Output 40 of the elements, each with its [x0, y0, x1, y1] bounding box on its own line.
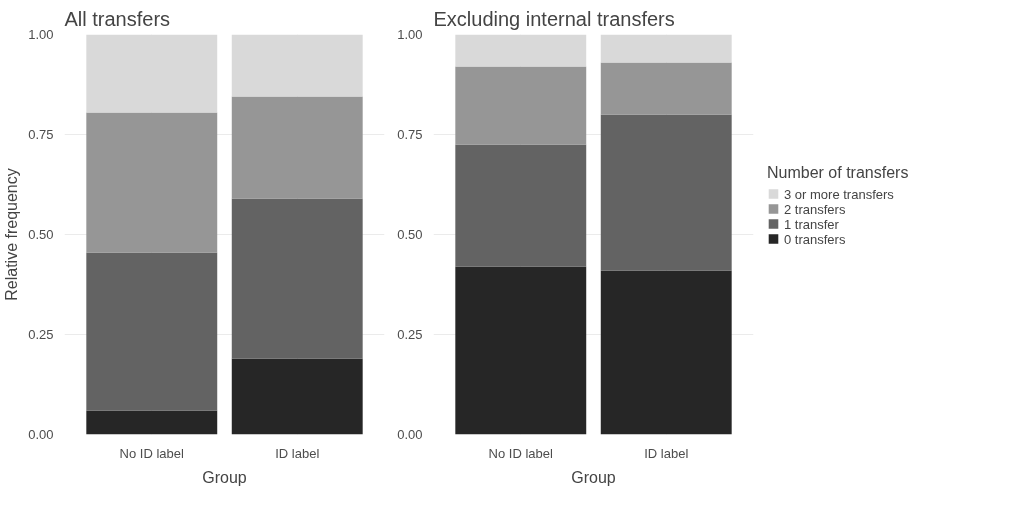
y-tick-label: 0.25 — [397, 327, 423, 342]
legend-label: 0 transfers — [784, 231, 846, 247]
x-tick-label: No ID label — [488, 445, 554, 461]
y-tick-label: 0.50 — [397, 227, 423, 242]
y-tick-label: 0.25 — [28, 327, 54, 342]
bar — [231, 34, 363, 97]
bar — [600, 114, 732, 271]
x-axis-title: Group — [571, 468, 616, 486]
x-tick-label: No ID label — [119, 445, 185, 461]
bar — [455, 34, 587, 67]
y-axis-title: Relative frequency — [3, 168, 21, 301]
bar — [86, 112, 218, 253]
x-tick-label: ID label — [644, 445, 689, 461]
legend-label: 1 transfer — [784, 216, 839, 232]
y-tick-label: 1.00 — [397, 27, 423, 42]
bar — [86, 252, 218, 411]
chart-title: All transfers — [64, 7, 171, 30]
bar — [455, 144, 587, 267]
chart-title: Excluding internal transfers — [433, 7, 675, 30]
legend-label: 2 transfers — [784, 201, 846, 217]
bar — [455, 66, 587, 145]
y-tick-label: 0.75 — [28, 127, 54, 142]
y-tick-label: 0.50 — [28, 227, 54, 242]
legend-label: 3 or more transfers — [784, 186, 894, 202]
bar — [600, 62, 732, 115]
x-axis-title: Group — [202, 468, 247, 486]
bar — [455, 266, 587, 435]
bar — [600, 34, 732, 63]
legend-title: Number of transfers — [767, 163, 909, 182]
bar — [600, 270, 732, 435]
bar — [86, 410, 218, 435]
x-tick-label: ID label — [275, 445, 320, 461]
y-tick-label: 1.00 — [28, 27, 54, 42]
bar — [86, 34, 218, 113]
y-tick-label: 0.00 — [28, 427, 54, 442]
bar — [231, 198, 363, 359]
y-tick-label: 0.00 — [397, 427, 423, 442]
y-tick-label: 0.75 — [397, 127, 423, 142]
bar — [231, 358, 363, 435]
bar — [231, 96, 363, 199]
